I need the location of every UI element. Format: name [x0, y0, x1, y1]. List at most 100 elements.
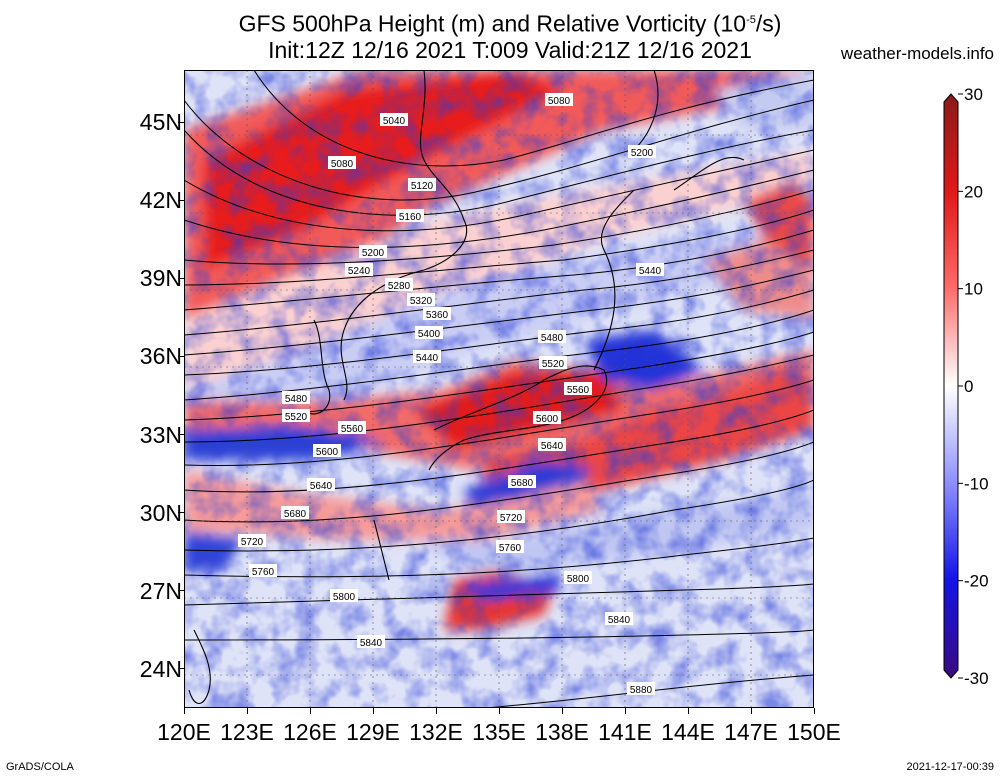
lat-label: 24N — [139, 655, 182, 682]
contour-label: 5520 — [285, 412, 308, 423]
coastlines — [188, 70, 745, 705]
contour-label-bg — [408, 178, 436, 191]
contour-label: 5680 — [511, 478, 534, 489]
height-contours — [184, 70, 814, 708]
chart-subtitle: Init:12Z 12/16 2021 T:009 Valid:21Z 12/1… — [268, 37, 752, 63]
lon-tick — [246, 708, 248, 714]
contour-label: 5440 — [416, 353, 439, 364]
graticule — [184, 70, 814, 708]
lon-label: 129E — [346, 719, 400, 745]
contour-label: 5640 — [541, 441, 564, 452]
contour-label-bg — [628, 145, 656, 158]
lat-tick — [178, 355, 184, 357]
contour-label-bg — [423, 307, 451, 320]
title-unit-text: /s) — [755, 10, 782, 37]
contour-label-bg — [545, 93, 573, 106]
lon-tick — [624, 708, 626, 714]
contour-label-group: 5040 5080 5080 5120 5160 5200 5200 5240 5280 5320… — [238, 93, 664, 696]
lat-tick — [178, 121, 184, 123]
contour-label: 5440 — [639, 266, 662, 277]
vorticity-map: 5040 5080 5080 5120 5160 5200 5200 5240 5280 5320… — [184, 70, 814, 708]
chart-title: GFS 500hPa Height (m) and Relative Vorti… — [120, 7, 900, 37]
lon-label: 150E — [787, 719, 841, 745]
contour-label: 5320 — [410, 296, 433, 307]
contour-label-bg — [396, 209, 424, 222]
contour-label: 5680 — [284, 509, 307, 520]
contour-label: 5080 — [331, 159, 354, 170]
contour-label: 5760 — [252, 567, 275, 578]
lat-label: 27N — [139, 577, 182, 604]
contour-label-bg — [282, 409, 310, 422]
lat-label: 30N — [139, 499, 182, 526]
contour-label-bg — [338, 421, 366, 434]
lat-tick — [178, 512, 184, 514]
contour-label-bg — [538, 438, 566, 451]
contour-label-bg — [307, 478, 335, 491]
contour-label: 5280 — [388, 281, 411, 292]
lon-tick — [750, 708, 752, 714]
lat-label: 33N — [139, 421, 182, 448]
contour-label: 5640 — [310, 481, 333, 492]
lon-tick — [687, 708, 689, 714]
lat-label: 45N — [139, 109, 182, 136]
contour-label: 5480 — [541, 333, 564, 344]
software-credit: GrADS/COLA — [6, 761, 74, 773]
contour-label-bg — [415, 326, 443, 339]
lat-label: 39N — [139, 265, 182, 292]
contour-label-bg — [238, 534, 266, 547]
lat-tick — [178, 590, 184, 592]
contour-label-bg — [385, 278, 413, 291]
contour-label: 5840 — [360, 638, 383, 649]
contour-label: 5840 — [608, 615, 631, 626]
contour-label-bg — [538, 330, 566, 343]
contour-label-bg — [636, 263, 664, 276]
contour-label-bg — [282, 391, 310, 404]
contour-label-bg — [380, 113, 408, 126]
lon-label: 132E — [409, 719, 463, 745]
lat-tick — [178, 199, 184, 201]
lon-label: 147E — [724, 719, 778, 745]
lon-label: 138E — [535, 719, 589, 745]
colorbar-tick-label: 20 — [964, 182, 983, 201]
contour-label: 5600 — [536, 414, 559, 425]
map-frame — [184, 70, 814, 708]
lat-label: 42N — [139, 187, 182, 214]
contour-label: 5120 — [411, 181, 434, 192]
contour-label: 5560 — [567, 385, 590, 396]
contour-label-bg — [564, 571, 592, 584]
contour-label-bg — [539, 356, 567, 369]
contour-label-bg — [313, 444, 341, 457]
contour-label-bg — [249, 564, 277, 577]
colorbar-tick-label: -10 — [964, 474, 989, 493]
lon-tick — [435, 708, 437, 714]
contour-label-bg — [345, 263, 373, 276]
lon-label: 120E — [157, 719, 211, 745]
contour-label: 5040 — [383, 116, 406, 127]
contour-label-bg — [564, 382, 592, 395]
colorbar-tick-label: 0 — [964, 377, 973, 396]
contour-label: 5600 — [316, 447, 339, 458]
contour-label: 5560 — [341, 424, 364, 435]
colorbar-tick-label: -30 — [964, 669, 989, 688]
contour-label: 5720 — [500, 513, 523, 524]
colorbar: 30 20 10 0 -10 -20 -30 — [943, 85, 989, 688]
lon-label: 123E — [220, 719, 274, 745]
contour-label-bg — [496, 540, 524, 553]
lat-tick — [178, 277, 184, 279]
lat-tick — [178, 668, 184, 670]
colorbar-gradient — [943, 93, 959, 679]
contour-label: 5360 — [426, 310, 449, 321]
colorbar-tick-label: 30 — [964, 85, 983, 104]
contour-label: 5400 — [418, 329, 441, 340]
lon-tick — [498, 708, 500, 714]
title-exponent: -5 — [746, 14, 756, 26]
lon-tick — [183, 708, 185, 714]
contour-label-bg — [533, 411, 561, 424]
lon-label: 141E — [598, 719, 652, 745]
colorbar-tick-label: 10 — [964, 280, 983, 299]
lon-label: 135E — [472, 719, 526, 745]
contour-label-bg — [605, 612, 633, 625]
contour-label: 5160 — [399, 212, 422, 223]
lon-tick — [561, 708, 563, 714]
contour-label-bg — [508, 475, 536, 488]
